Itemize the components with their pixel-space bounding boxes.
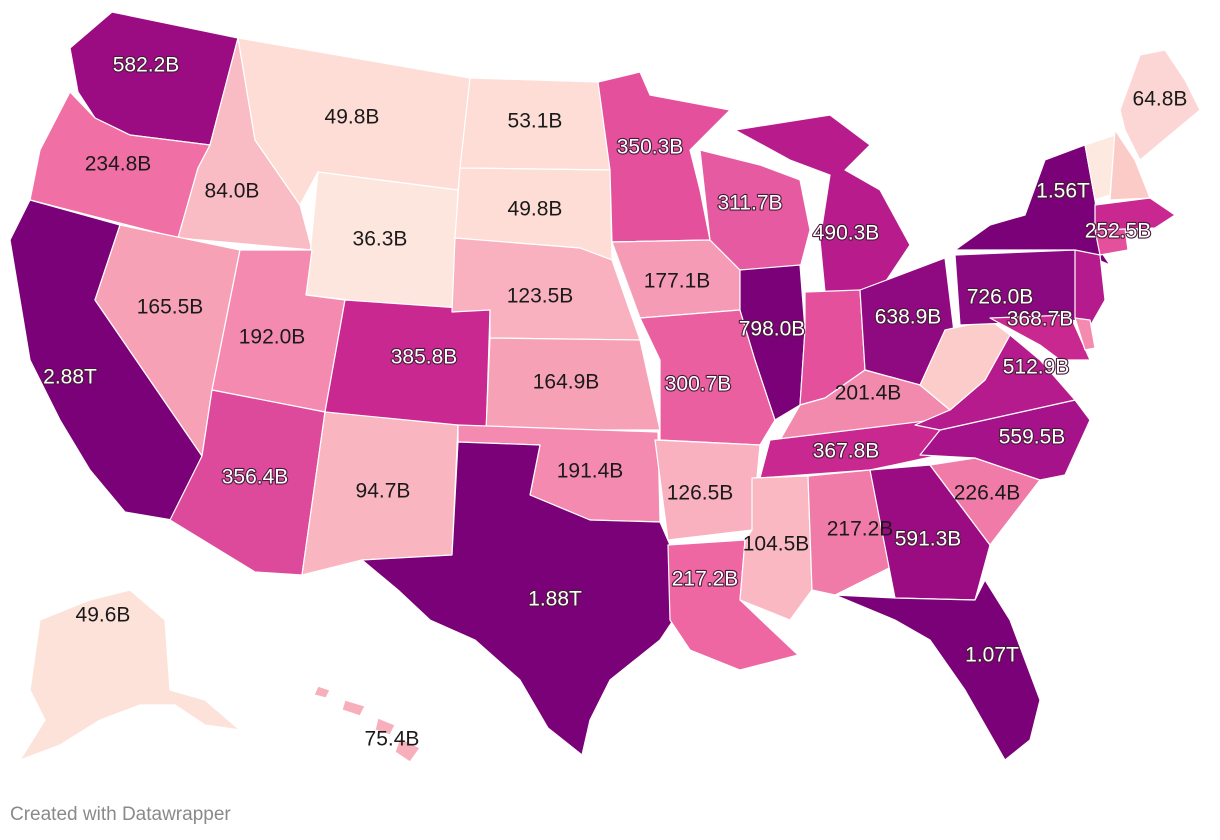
state-label-MA: 252.5B bbox=[1085, 220, 1152, 243]
state-label-TX: 1.88T bbox=[528, 588, 582, 611]
state-label-LA: 217.2B bbox=[672, 568, 739, 591]
state-label-CO: 385.8B bbox=[391, 346, 458, 369]
state-MA[interactable] bbox=[1094, 197, 1176, 231]
state-label-AR: 126.5B bbox=[667, 482, 734, 505]
state-label-IN: 368.7B bbox=[1007, 308, 1074, 331]
state-label-KS: 164.9B bbox=[533, 371, 600, 394]
state-label-WI: 311.7B bbox=[718, 192, 783, 215]
state-label-MI: 490.3B bbox=[813, 222, 880, 245]
state-label-KY: 201.4B bbox=[835, 382, 902, 405]
state-GA[interactable] bbox=[869, 464, 991, 601]
state-label-TN: 367.8B bbox=[813, 440, 880, 463]
state-label-ME: 64.8B bbox=[1133, 88, 1188, 111]
datawrapper-credit[interactable]: Created with Datawrapper bbox=[10, 804, 231, 825]
state-label-IA: 177.1B bbox=[644, 270, 711, 293]
state-label-OR: 234.8B bbox=[85, 153, 152, 176]
state-label-CA: 2.88T bbox=[43, 366, 97, 389]
state-IL[interactable] bbox=[739, 264, 806, 421]
state-label-NV: 165.5B bbox=[137, 296, 204, 319]
state-label-NY: 1.56T bbox=[1036, 180, 1090, 203]
state-TN[interactable] bbox=[759, 417, 951, 479]
state-MD[interactable] bbox=[989, 314, 1091, 361]
state-label-ID: 84.0B bbox=[205, 180, 260, 203]
state-AL[interactable] bbox=[807, 469, 896, 596]
state-label-MS: 104.5B bbox=[743, 533, 810, 556]
state-label-OK: 191.4B bbox=[557, 460, 624, 483]
state-NJ[interactable] bbox=[1074, 249, 1106, 336]
state-label-ND: 53.1B bbox=[508, 110, 563, 133]
state-label-VA: 512.9B bbox=[1003, 356, 1070, 379]
state-label-AK: 49.6B bbox=[76, 604, 131, 627]
state-AK[interactable] bbox=[19, 589, 241, 761]
state-label-WA: 582.2B bbox=[113, 54, 180, 77]
state-DE[interactable] bbox=[1074, 317, 1096, 351]
state-label-FL: 1.07T bbox=[965, 644, 1019, 667]
state-MN[interactable] bbox=[597, 71, 731, 243]
state-FL[interactable] bbox=[834, 579, 1041, 761]
state-label-OH: 638.9B bbox=[875, 306, 942, 329]
state-NH[interactable] bbox=[1109, 129, 1151, 201]
state-ME[interactable] bbox=[1119, 49, 1201, 161]
state-label-UT: 192.0B bbox=[239, 326, 306, 349]
state-label-MT: 49.8B bbox=[325, 106, 380, 129]
state-label-NE: 123.5B bbox=[507, 285, 574, 308]
state-NY[interactable] bbox=[954, 144, 1111, 266]
state-label-IL: 798.0B bbox=[739, 318, 806, 341]
state-label-AL: 217.2B bbox=[827, 518, 894, 541]
state-label-HI: 75.4B bbox=[365, 728, 420, 751]
us-choropleth-map: 582.2B 234.8B 2.88T 84.0B 165.5B 49.8B 36.3B 19… bbox=[9, 11, 1201, 763]
state-label-SD: 49.8B bbox=[508, 198, 563, 221]
state-label-NM: 94.7B bbox=[356, 480, 411, 503]
state-HI[interactable] bbox=[313, 685, 421, 763]
state-MI[interactable] bbox=[734, 114, 911, 293]
state-WI[interactable] bbox=[699, 149, 811, 271]
state-label-WY: 36.3B bbox=[353, 228, 408, 251]
state-label-GA: 591.3B bbox=[895, 528, 962, 551]
state-label-PA: 726.0B bbox=[967, 286, 1034, 309]
state-label-SC: 226.4B bbox=[954, 482, 1021, 505]
state-shapes bbox=[9, 11, 1201, 763]
state-TX[interactable] bbox=[361, 441, 681, 756]
state-label-MN: 350.3B bbox=[617, 136, 684, 159]
state-label-AZ: 356.4B bbox=[222, 466, 289, 489]
state-label-NC: 559.5B bbox=[999, 426, 1066, 449]
state-value-labels: 582.2B 234.8B 2.88T 84.0B 165.5B 49.8B 36.3B 19… bbox=[42, 52, 1188, 751]
state-label-MO: 300.7B bbox=[665, 373, 732, 396]
